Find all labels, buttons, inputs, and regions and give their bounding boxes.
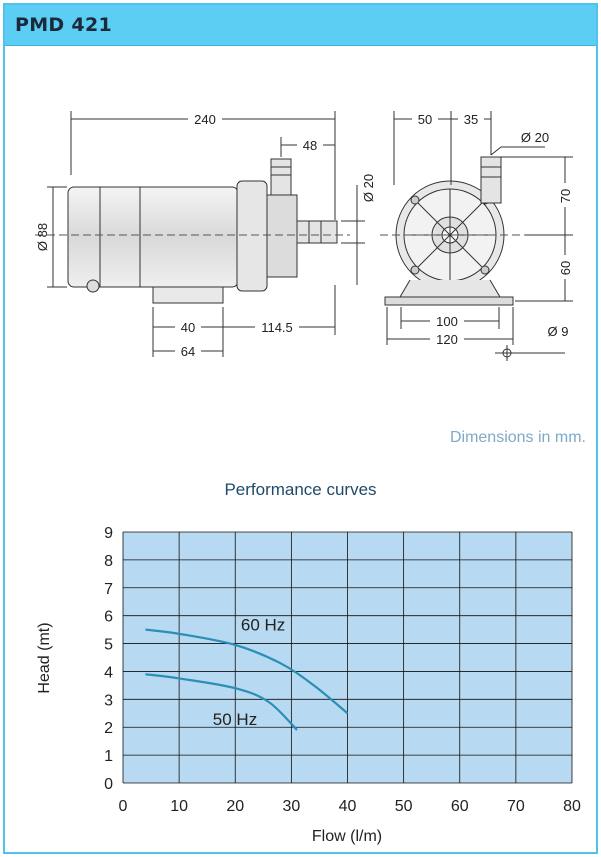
datasheet-frame: PMD 421 <box>3 3 598 854</box>
x-tick-label: 60 <box>451 798 469 815</box>
product-title: PMD 421 <box>15 14 112 36</box>
dim-100: 100 <box>436 314 458 329</box>
y-axis-label: Head (mt) <box>36 622 53 693</box>
y-tick-label: 1 <box>104 748 113 765</box>
front-view <box>380 111 573 361</box>
y-tick-label: 3 <box>104 692 113 709</box>
dim-240: 240 <box>194 112 216 127</box>
side-view <box>35 111 365 357</box>
series-label-60hz: 60 Hz <box>241 615 285 634</box>
performance-title: Performance curves <box>224 480 377 499</box>
y-axis-ticks: 0 1 2 3 4 5 6 7 8 9 <box>104 525 113 793</box>
dim-35: 35 <box>464 112 478 127</box>
dim-outlet-diameter: Ø 20 <box>361 174 376 202</box>
x-tick-label: 10 <box>170 798 188 815</box>
dimensions-note: Dimensions in mm. <box>449 429 586 446</box>
chart-grid <box>122 531 573 784</box>
dimension-drawing: 240 48 Ø 88 Ø 20 40 114.5 64 50 35 Ø 20 … <box>35 111 573 361</box>
x-tick-label: 80 <box>563 798 581 815</box>
dim-40: 40 <box>181 320 195 335</box>
chart-curves <box>145 628 349 731</box>
dim-port-diameter: Ø 20 <box>521 130 549 145</box>
y-tick-label: 7 <box>104 581 113 598</box>
dim-120: 120 <box>436 332 458 347</box>
x-axis-ticks: 0 10 20 30 40 50 60 70 80 <box>119 798 581 815</box>
dim-64: 64 <box>181 344 195 359</box>
dim-48: 48 <box>303 138 317 153</box>
x-tick-label: 30 <box>282 798 300 815</box>
dim-diameter-88: Ø 88 <box>35 223 50 251</box>
y-tick-label: 8 <box>104 553 113 570</box>
header-bar: PMD 421 <box>5 5 596 46</box>
x-tick-label: 0 <box>119 798 128 815</box>
x-tick-label: 40 <box>339 798 357 815</box>
y-tick-label: 4 <box>104 664 113 681</box>
x-tick-label: 20 <box>226 798 244 815</box>
x-axis-label: Flow (l/m) <box>312 828 382 845</box>
dim-hole-diameter: Ø 9 <box>548 324 569 339</box>
dim-114-5: 114.5 <box>261 320 293 335</box>
y-tick-label: 5 <box>104 637 113 654</box>
series-label-50hz: 50 Hz <box>213 710 257 729</box>
series-line-60hz <box>145 628 349 715</box>
x-tick-label: 70 <box>507 798 525 815</box>
dim-50: 50 <box>418 112 432 127</box>
y-tick-label: 9 <box>104 525 113 542</box>
series-labels: 60 Hz 50 Hz <box>213 615 285 728</box>
y-tick-label: 0 <box>104 776 113 793</box>
dim-60: 60 <box>558 261 573 275</box>
y-tick-label: 6 <box>104 609 113 626</box>
x-tick-label: 50 <box>395 798 413 815</box>
series-line-50hz <box>145 673 298 731</box>
dim-70: 70 <box>558 189 573 203</box>
y-tick-label: 2 <box>104 720 113 737</box>
